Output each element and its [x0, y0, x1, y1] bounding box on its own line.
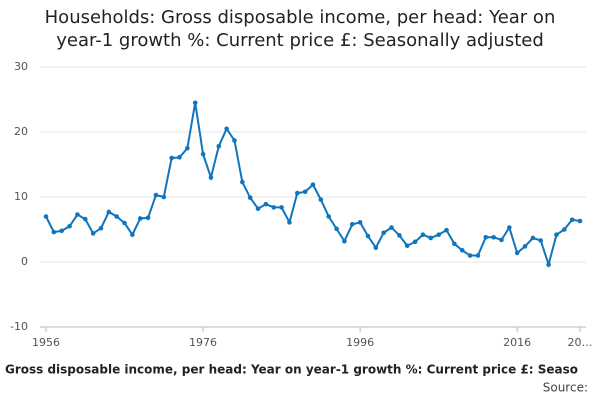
point — [216, 144, 222, 149]
point — [342, 238, 347, 244]
point — [491, 235, 496, 240]
point — [145, 215, 151, 221]
point — [404, 243, 410, 249]
point — [365, 233, 371, 239]
point — [569, 217, 575, 223]
point — [373, 245, 379, 250]
point — [59, 228, 65, 234]
point — [444, 227, 449, 233]
point — [90, 231, 96, 236]
point — [397, 233, 402, 238]
point — [561, 227, 567, 232]
point — [326, 214, 332, 219]
point — [546, 262, 551, 267]
point — [255, 206, 261, 211]
chart-title: Households: Gross disposable income, per… — [44, 7, 556, 51]
x-tick-label: 2016 — [503, 336, 531, 349]
point — [389, 225, 394, 230]
point — [577, 218, 583, 224]
x-tick-label: 1996 — [346, 336, 374, 349]
point — [43, 214, 49, 219]
point — [279, 205, 284, 210]
point — [271, 205, 277, 210]
point — [530, 235, 536, 241]
point — [75, 212, 80, 217]
point — [412, 239, 418, 245]
point — [310, 182, 316, 187]
point — [349, 222, 355, 227]
point — [67, 223, 72, 229]
point — [302, 189, 308, 195]
y-tick-label: -10 — [10, 320, 28, 333]
point — [51, 229, 57, 235]
point — [232, 138, 237, 143]
point — [114, 214, 119, 219]
point — [161, 194, 167, 200]
point — [554, 232, 559, 237]
point — [185, 145, 190, 151]
point — [522, 244, 528, 249]
y-tick-label: 0 — [21, 255, 28, 268]
point — [224, 126, 229, 132]
point — [483, 235, 489, 240]
y-tick-label: 30 — [14, 60, 28, 73]
point — [357, 220, 363, 225]
point — [294, 190, 300, 196]
point — [208, 175, 214, 180]
point — [420, 232, 426, 237]
point — [153, 192, 159, 198]
point — [240, 179, 245, 185]
x-tick-label: 1956 — [32, 336, 60, 349]
point — [428, 235, 434, 241]
point — [436, 232, 441, 237]
point — [514, 250, 520, 256]
point — [499, 237, 504, 243]
point — [381, 230, 386, 236]
footer: : Gross disposable income, per head: Yea… — [0, 363, 578, 377]
point — [200, 151, 206, 157]
point — [507, 225, 512, 230]
x-tick-label: 1976 — [189, 336, 217, 349]
source: Source: — [543, 381, 588, 395]
point — [538, 238, 544, 243]
point — [177, 155, 182, 160]
point — [192, 100, 198, 106]
point — [263, 201, 269, 207]
y-tick-label: 20 — [14, 125, 28, 138]
point — [130, 232, 135, 237]
point — [287, 220, 292, 225]
point — [82, 216, 88, 222]
point — [475, 253, 481, 258]
point — [247, 195, 253, 200]
point — [467, 253, 473, 258]
point — [169, 155, 174, 161]
point — [318, 197, 324, 202]
point — [452, 241, 457, 247]
y-tick-label: 10 — [14, 190, 28, 203]
point — [106, 209, 112, 215]
point — [137, 216, 143, 221]
point — [122, 220, 127, 226]
point — [334, 226, 339, 232]
point — [459, 248, 465, 253]
x-tick-label: 20… — [568, 336, 593, 349]
point — [98, 225, 104, 231]
